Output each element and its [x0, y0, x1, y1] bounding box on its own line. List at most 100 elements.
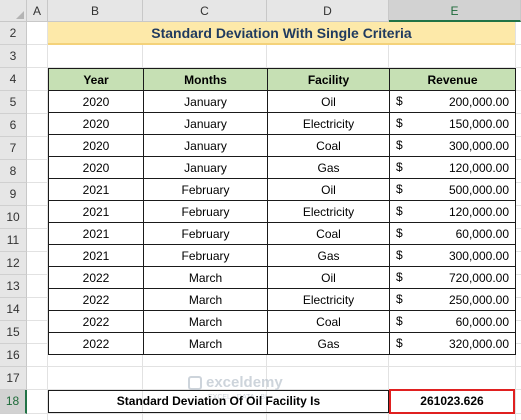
revenue-amount: 250,000.00	[448, 292, 509, 307]
row-header-5[interactable]: 5	[0, 91, 27, 114]
row-header-7[interactable]: 7	[0, 137, 27, 160]
cell-month[interactable]: February	[143, 200, 268, 223]
cell-year[interactable]: 2020	[48, 112, 144, 135]
watermark-text: exceldemy	[206, 374, 283, 391]
cell-year[interactable]: 2022	[48, 332, 144, 355]
cell-revenue[interactable]: $60,000.00	[389, 310, 516, 333]
revenue-amount: 300,000.00	[448, 248, 509, 263]
row-header-3[interactable]: 3	[0, 45, 27, 68]
cell-month[interactable]: March	[143, 288, 268, 311]
currency-symbol: $	[396, 116, 403, 130]
header-revenue[interactable]: Revenue	[389, 68, 516, 91]
cell-revenue[interactable]: $250,000.00	[389, 288, 516, 311]
cell-year[interactable]: 2022	[48, 288, 144, 311]
cell-month[interactable]: February	[143, 222, 268, 245]
table-row: 2020 January Oil $200,000.00	[48, 90, 516, 113]
row-header-6[interactable]: 6	[0, 114, 27, 137]
table-row: 2022 March Gas $320,000.00	[48, 332, 516, 355]
cell-year[interactable]: 2021	[48, 200, 144, 223]
cell-facility[interactable]: Electricity	[267, 200, 390, 223]
cell-year[interactable]: 2021	[48, 222, 144, 245]
result-value-cell[interactable]: 261023.626	[389, 389, 515, 414]
table-row: 2020 January Electricity $150,000.00	[48, 112, 516, 135]
cell-facility[interactable]: Gas	[267, 244, 390, 267]
table-row: 2022 March Electricity $250,000.00	[48, 288, 516, 311]
select-all-corner[interactable]	[0, 0, 27, 22]
cell-year[interactable]: 2021	[48, 244, 144, 267]
grid-line	[27, 413, 521, 414]
row-header-11[interactable]: 11	[0, 229, 27, 252]
currency-symbol: $	[396, 94, 403, 108]
cell-month[interactable]: March	[143, 332, 268, 355]
row-header-14[interactable]: 14	[0, 298, 27, 321]
cell-facility[interactable]: Coal	[267, 310, 390, 333]
cell-month[interactable]: January	[143, 90, 268, 113]
cell-facility[interactable]: Electricity	[267, 288, 390, 311]
cell-month[interactable]: January	[143, 156, 268, 179]
row-header-15[interactable]: 15	[0, 321, 27, 344]
cell-year[interactable]: 2020	[48, 134, 144, 157]
cell-facility[interactable]: Electricity	[267, 112, 390, 135]
row-header-2[interactable]: 2	[0, 22, 27, 45]
row-header-8[interactable]: 8	[0, 160, 27, 183]
cell-revenue[interactable]: $120,000.00	[389, 156, 516, 179]
revenue-amount: 120,000.00	[448, 160, 509, 175]
column-header-a[interactable]: A	[27, 0, 48, 22]
revenue-amount: 320,000.00	[448, 336, 509, 351]
cell-month[interactable]: January	[143, 134, 268, 157]
cell-revenue[interactable]: $150,000.00	[389, 112, 516, 135]
currency-symbol: $	[396, 336, 403, 350]
revenue-amount: 120,000.00	[448, 204, 509, 219]
cell-month[interactable]: January	[143, 112, 268, 135]
row-header-4[interactable]: 4	[0, 68, 27, 91]
currency-symbol: $	[396, 160, 403, 174]
cell-revenue[interactable]: $60,000.00	[389, 222, 516, 245]
cell-facility[interactable]: Coal	[267, 222, 390, 245]
row-header-9[interactable]: 9	[0, 183, 27, 206]
result-label[interactable]: Standard Deviation Of Oil Facility Is	[48, 390, 389, 413]
cell-month[interactable]: February	[143, 244, 268, 267]
header-facility[interactable]: Facility	[267, 68, 390, 91]
cell-year[interactable]: 2020	[48, 156, 144, 179]
revenue-amount: 300,000.00	[448, 138, 509, 153]
cell-year[interactable]: 2022	[48, 310, 144, 333]
cell-revenue[interactable]: $500,000.00	[389, 178, 516, 201]
column-header-b[interactable]: B	[48, 0, 143, 22]
cell-year[interactable]: 2020	[48, 90, 144, 113]
row-header-16[interactable]: 16	[0, 344, 27, 367]
cell-revenue[interactable]: $320,000.00	[389, 332, 516, 355]
cell-facility[interactable]: Oil	[267, 90, 390, 113]
row-header-17[interactable]: 17	[0, 367, 27, 390]
row-header-13[interactable]: 13	[0, 275, 27, 298]
cell-revenue[interactable]: $120,000.00	[389, 200, 516, 223]
header-year[interactable]: Year	[48, 68, 144, 91]
exceldemy-logo-icon	[188, 376, 202, 390]
header-months[interactable]: Months	[143, 68, 268, 91]
column-header-d[interactable]: D	[267, 0, 389, 22]
cell-facility[interactable]: Gas	[267, 332, 390, 355]
currency-symbol: $	[396, 248, 403, 262]
cell-month[interactable]: February	[143, 178, 268, 201]
row-header-12[interactable]: 12	[0, 252, 27, 275]
cell-facility[interactable]: Gas	[267, 156, 390, 179]
grid-line	[47, 22, 48, 420]
table-row: 2021 February Oil $500,000.00	[48, 178, 516, 201]
currency-symbol: $	[396, 204, 403, 218]
sheet-title[interactable]: Standard Deviation With Single Criteria	[48, 22, 515, 45]
cell-month[interactable]: March	[143, 310, 268, 333]
row-header-10[interactable]: 10	[0, 206, 27, 229]
column-header-e[interactable]: E	[389, 0, 521, 22]
column-header-c[interactable]: C	[143, 0, 267, 22]
cell-revenue[interactable]: $300,000.00	[389, 134, 516, 157]
cell-year[interactable]: 2022	[48, 266, 144, 289]
cell-facility[interactable]: Coal	[267, 134, 390, 157]
cell-month[interactable]: March	[143, 266, 268, 289]
cell-revenue[interactable]: $300,000.00	[389, 244, 516, 267]
cell-revenue[interactable]: $200,000.00	[389, 90, 516, 113]
cell-year[interactable]: 2021	[48, 178, 144, 201]
cell-facility[interactable]: Oil	[267, 178, 390, 201]
cell-revenue[interactable]: $720,000.00	[389, 266, 516, 289]
cell-facility[interactable]: Oil	[267, 266, 390, 289]
row-header-18[interactable]: 18	[0, 390, 27, 414]
